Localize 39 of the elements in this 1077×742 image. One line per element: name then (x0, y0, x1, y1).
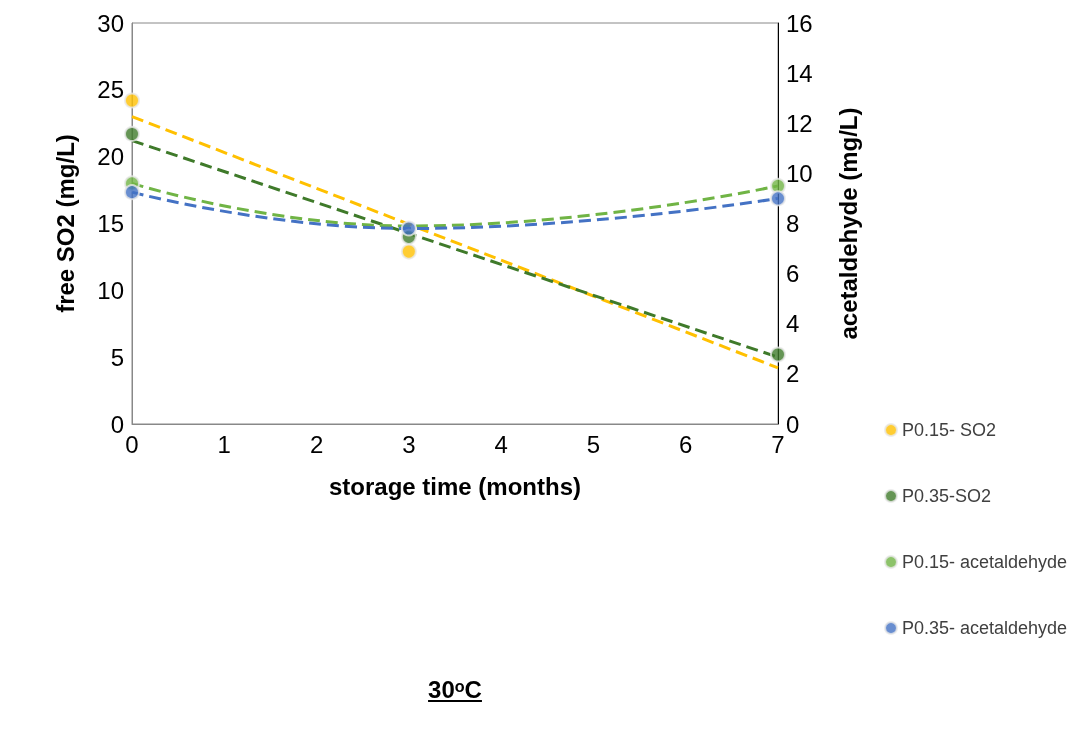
point (770, 346, 786, 363)
point (124, 125, 140, 142)
x-tick-label: 4 (494, 430, 508, 458)
point (400, 243, 417, 260)
point (770, 177, 786, 194)
y2-tick-label: 16 (786, 9, 813, 37)
x-tick-label: 7 (771, 430, 785, 458)
point (124, 92, 140, 109)
x-axis-title: storage time (months) (328, 472, 582, 500)
y-tick-label: 30 (97, 9, 124, 37)
y-tick-label: 0 (110, 410, 124, 438)
y-tick-label: 10 (97, 276, 124, 304)
y-axis-title: free SO2 (mg/L) (51, 134, 79, 313)
y2-tick-label: 6 (786, 260, 800, 288)
y-tick-label: 20 (97, 143, 124, 171)
x-tick-label: 1 (217, 430, 231, 458)
y2-tick-label: 4 (786, 310, 800, 338)
y2-tick-label: 14 (786, 59, 813, 87)
y-tick-label: 25 (97, 76, 124, 104)
point (400, 220, 417, 237)
y2-tick-label: 12 (786, 109, 813, 137)
x-tick-label: 3 (402, 430, 416, 458)
y2-tick-label: 0 (786, 410, 800, 438)
y2-tick-label: 10 (786, 159, 813, 187)
y-tick-label: 5 (110, 343, 124, 371)
text: 30ᵒC (427, 676, 483, 704)
y-tick-label: 15 (97, 210, 124, 237)
legend-label: P0.15- SO2 (902, 420, 997, 440)
legend-label: P0.35-SO2 (902, 486, 992, 506)
point (770, 190, 786, 207)
y2-tick-label: 8 (786, 210, 800, 237)
legend-label: P0.15- acetaldehyde (902, 552, 1068, 572)
point (124, 184, 140, 201)
legend-label: P0.35- acetaldehyde (902, 618, 1068, 638)
y2-tick-label: 2 (786, 360, 800, 388)
y2-axis-title: acetaldehyde (mg/L) (834, 107, 862, 340)
x-tick-label: 6 (679, 430, 693, 458)
x-tick-label: 2 (309, 430, 324, 458)
x-tick-label: 5 (586, 430, 601, 458)
